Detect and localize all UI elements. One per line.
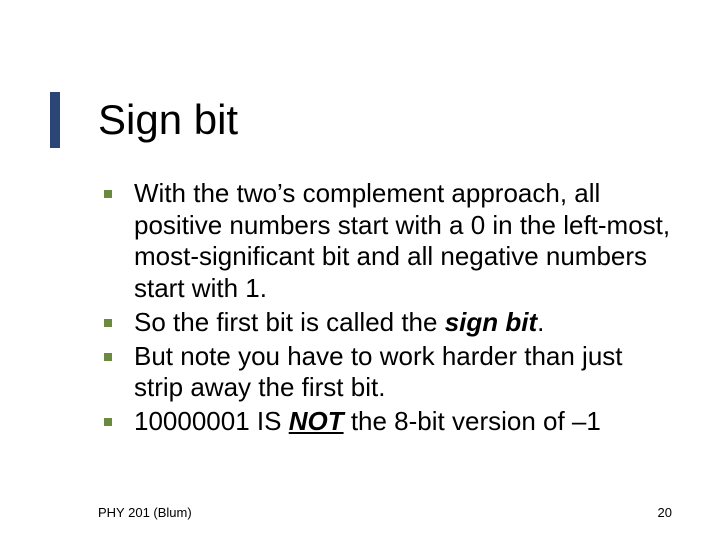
bullet-item: With the two’s complement approach, all … — [104, 178, 674, 305]
bullet-icon — [104, 353, 112, 361]
bullet-text-em: NOT — [289, 406, 344, 436]
title-row: Sign bit — [50, 92, 238, 148]
slide: Sign bit With the two’s complement appro… — [0, 0, 720, 540]
title-accent-bar — [50, 92, 60, 148]
bullet-text-pre: So the first bit is called the — [134, 307, 445, 337]
bullet-text: So the first bit is called the sign bit. — [134, 307, 544, 339]
bullet-text-pre: With the two’s complement approach, all … — [134, 178, 670, 303]
slide-body: With the two’s complement approach, all … — [104, 178, 674, 440]
bullet-item: So the first bit is called the sign bit. — [104, 307, 674, 339]
bullet-text-post: . — [537, 307, 544, 337]
bullet-text: With the two’s complement approach, all … — [134, 178, 674, 305]
bullet-text: 10000001 IS NOT the 8-bit version of –1 — [134, 406, 601, 438]
bullet-text-post: the 8-bit version of –1 — [344, 406, 601, 436]
footer-right: 20 — [658, 505, 672, 520]
bullet-item: 10000001 IS NOT the 8-bit version of –1 — [104, 406, 674, 438]
bullet-icon — [104, 190, 112, 198]
slide-title: Sign bit — [98, 96, 238, 144]
bullet-text: But note you have to work harder than ju… — [134, 341, 674, 404]
bullet-text-pre: But note you have to work harder than ju… — [134, 341, 623, 403]
bullet-text-em: sign bit — [445, 307, 537, 337]
bullet-item: But note you have to work harder than ju… — [104, 341, 674, 404]
bullet-icon — [104, 418, 112, 426]
bullet-text-pre: 10000001 IS — [134, 406, 289, 436]
bullet-icon — [104, 319, 112, 327]
footer-left: PHY 201 (Blum) — [98, 505, 192, 520]
